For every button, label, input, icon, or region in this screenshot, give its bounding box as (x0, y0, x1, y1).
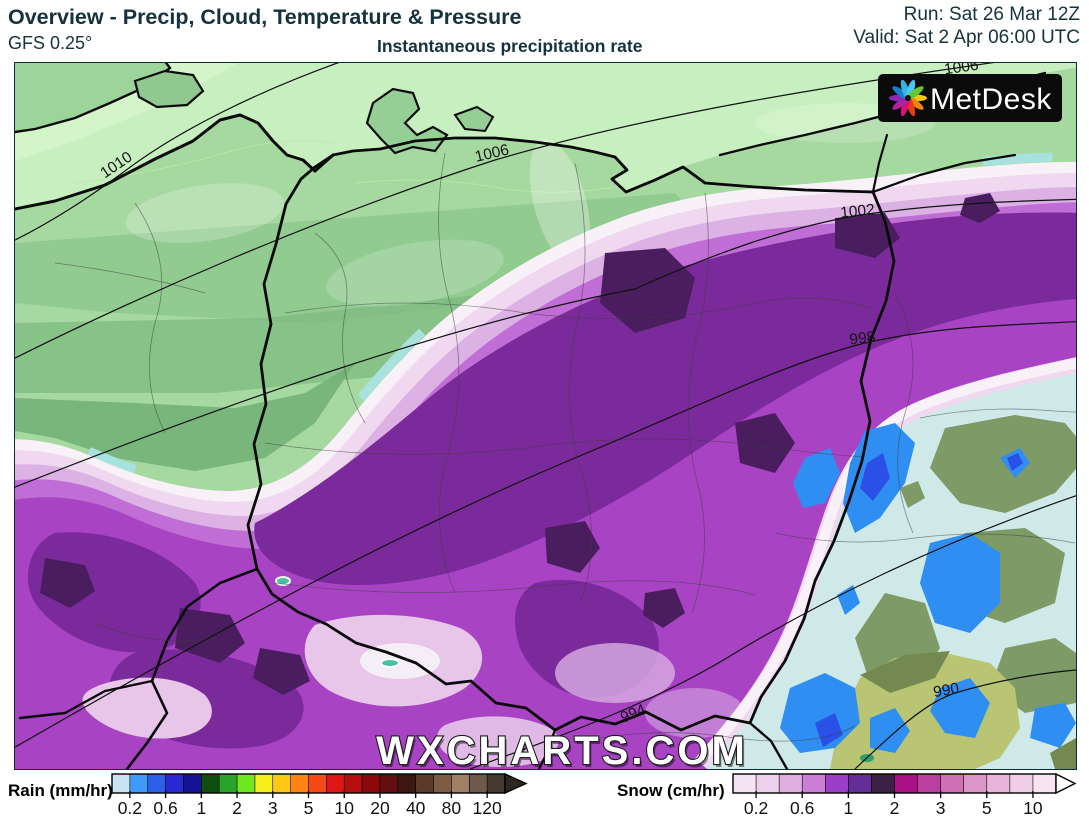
snow-scale-tick-label: 0.2 (744, 798, 768, 818)
rain-scale: Rain (mm/hr) 0.2 0.6 1 2 3 5 10 20 40 80 120 (8, 772, 528, 818)
snow-scale-tick-label: 2 (890, 798, 900, 818)
snow-scale-tick-label: 1 (843, 798, 853, 818)
isobar-value-label: 1002 (839, 201, 875, 222)
isobars (15, 63, 1076, 769)
page-title: Overview - Precip, Cloud, Temperature & … (8, 5, 522, 29)
snow-scale-tick-label: 0.6 (790, 798, 814, 818)
isobar-value-label: 990 (932, 680, 961, 701)
rain-scale-arrow (504, 772, 528, 795)
svg-text:MetDesk: MetDesk (930, 83, 1052, 116)
cloud-shade (326, 239, 504, 307)
watermark: WXCHARTS.COM WXCHARTS.COM (375, 728, 750, 769)
rain-scale-tick-label: 40 (406, 798, 426, 818)
isobar-value-label: 1006 (473, 141, 510, 165)
cloud-shade (529, 139, 591, 267)
run-time-label: Run: Sat 26 Mar 12Z (903, 4, 1080, 25)
rain-scale-tick-label: 0.2 (118, 798, 142, 818)
rain-scale-tick-label: 80 (442, 798, 462, 818)
valid-time-label: Valid: Sat 2 Apr 06:00 UTC (853, 27, 1080, 48)
island-denmark (15, 63, 172, 134)
parameter-subtitle: Instantaneous precipitation rate (377, 36, 643, 56)
model-label: GFS 0.25° (8, 33, 93, 53)
weather-map: 1010 1006 1006 1002 998 994 990 WXCHARTS.COM W… (14, 62, 1077, 770)
rain-blobs (780, 423, 1076, 753)
admin-borders (54, 152, 1076, 744)
heaviest-snow-blobs (40, 193, 1000, 695)
metdesk-logo-icon (889, 79, 927, 117)
island-usedom (453, 105, 495, 133)
terrain-contour (354, 179, 626, 193)
snow-scale-tick-label: 5 (982, 798, 992, 818)
rain-scale-tick-label: 2 (232, 798, 242, 818)
island-ruegen (365, 87, 449, 155)
rain-scale-title: Rain (mm/hr) (8, 781, 113, 800)
cloud-shade (125, 183, 285, 243)
rain-scale-tick-label: 1 (196, 798, 206, 818)
rain-scale-tick-label: 0.6 (153, 798, 177, 818)
snow-rain-fringe-white (697, 358, 1076, 764)
metdesk-logo: MetDesk (878, 74, 1062, 122)
svg-text:WXCHARTS.COM: WXCHARTS.COM (378, 732, 750, 769)
mountain-ridge (1050, 738, 1076, 769)
snow-scale: Snow (cm/hr) 0.2 0.6 1 2 3 5 10 (617, 772, 1077, 818)
snow-scale-tick-label: 3 (936, 798, 946, 818)
rain-scale-tick-label: 10 (334, 798, 354, 818)
rain-scale-tick-label: 3 (268, 798, 278, 818)
snow-scale-arrow (1055, 772, 1077, 795)
rain-scale-tick-label: 5 (304, 798, 314, 818)
rain-region (707, 373, 1076, 769)
mountain-ridge (860, 651, 950, 693)
svg-text:WXCHARTS.COM: WXCHARTS.COM (376, 729, 748, 769)
rain-scale-tick-label: 120 (473, 798, 502, 818)
snow-scale-tick-label: 10 (1023, 798, 1043, 818)
rain-scale-tick-label: 20 (370, 798, 390, 818)
sea-area (15, 63, 1076, 209)
island-bornholm (133, 69, 205, 109)
heavy-rain-blobs (815, 453, 1023, 747)
snow-scale-title: Snow (cm/hr) (617, 781, 725, 800)
legend: Rain (mm/hr) 0.2 0.6 1 2 3 5 10 20 40 80 120 Snow (c… (0, 768, 1089, 835)
isobar-value-label: 998 (849, 329, 877, 349)
